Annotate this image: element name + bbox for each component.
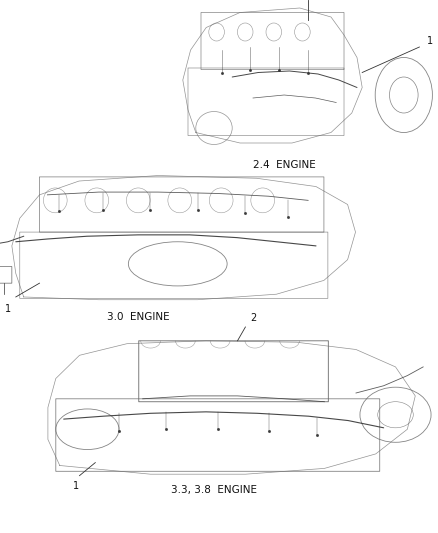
Text: 1: 1 xyxy=(72,481,78,491)
Text: 2: 2 xyxy=(250,313,256,323)
Text: 2.4  ENGINE: 2.4 ENGINE xyxy=(253,160,315,170)
Text: 3.0  ENGINE: 3.0 ENGINE xyxy=(107,312,170,322)
Text: 1: 1 xyxy=(5,304,11,314)
Text: 1: 1 xyxy=(427,36,433,46)
Text: 3.3, 3.8  ENGINE: 3.3, 3.8 ENGINE xyxy=(171,485,257,495)
